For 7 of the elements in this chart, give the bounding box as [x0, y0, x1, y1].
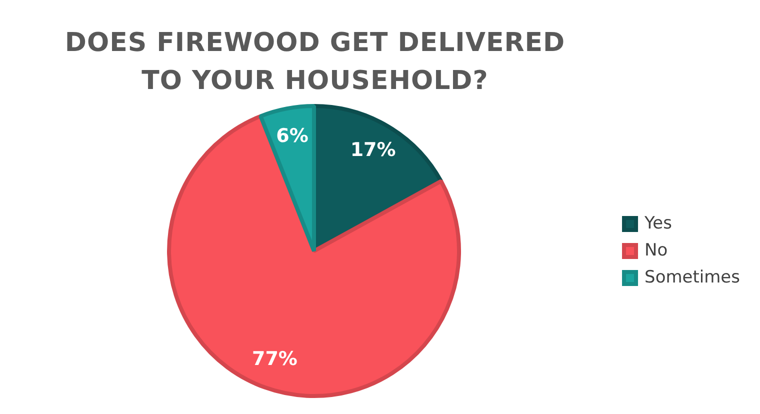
data-label: 6% [276, 124, 308, 147]
legend-label: Yes [644, 213, 672, 234]
legend-label: No [644, 240, 668, 260]
data-label: 77% [252, 348, 298, 370]
legend-label: Sometimes [644, 267, 740, 288]
data-label: 17% [350, 139, 396, 162]
chart-title: DOES FIREWOOD GET DELIVERED TO YOUR HOUSEHOLD? [64, 27, 566, 98]
